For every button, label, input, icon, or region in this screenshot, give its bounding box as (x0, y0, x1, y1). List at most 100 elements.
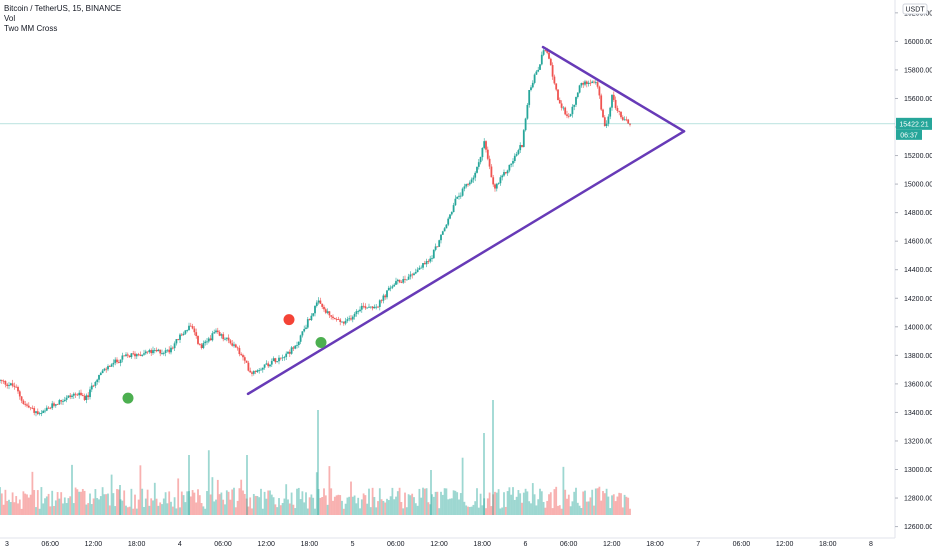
candle-body (364, 306, 367, 309)
volume-bar (45, 496, 48, 515)
volume-bar (468, 506, 471, 515)
candle-body (297, 341, 300, 346)
candle-body (234, 344, 237, 348)
volume-bar (188, 455, 190, 515)
volume-bar (125, 505, 127, 515)
candle-body (522, 130, 525, 147)
candle-body (573, 104, 576, 107)
candle-body (125, 354, 127, 356)
candle-body (468, 182, 471, 185)
volume-bar (117, 489, 120, 515)
countdown-value: 06:37 (900, 132, 918, 139)
candle-body (13, 385, 16, 387)
volume-bar (591, 489, 594, 515)
candle-body (625, 119, 628, 121)
candle-body (310, 315, 313, 321)
candle-body (623, 119, 626, 121)
volume-bar (31, 471, 34, 515)
candle-body (551, 65, 554, 77)
volume-bar (281, 503, 284, 515)
volume-bar (290, 492, 293, 515)
symbol-title[interactable]: Bitcoin / TetherUS, 15, BINANCE (4, 4, 122, 13)
candle-body (553, 76, 556, 84)
candle-body (9, 383, 12, 386)
candle-body (319, 300, 322, 304)
price-tick-label: 14000.00 (904, 324, 932, 331)
candle-body (558, 99, 561, 104)
volume-bar (198, 495, 201, 515)
volume-bar (566, 498, 568, 515)
candle-body (242, 355, 244, 358)
volume-bar (607, 496, 610, 515)
buy-signal-marker (122, 392, 134, 404)
volume-bar (378, 488, 381, 515)
volume-bar (209, 494, 212, 515)
candle-body (431, 258, 433, 260)
candle-body (567, 115, 570, 117)
candle-body (188, 325, 190, 331)
volume-bar (555, 486, 558, 515)
volume-bar (602, 491, 604, 515)
vol-indicator-label[interactable]: Vol (4, 14, 16, 23)
candle-body (27, 405, 30, 408)
candle-body (562, 107, 565, 109)
candle-body (530, 87, 532, 90)
currency-box (902, 3, 928, 15)
candle-body (189, 325, 192, 327)
volume-bar (522, 492, 525, 515)
candle-body (213, 332, 216, 334)
price-tick-label: 14800.00 (904, 210, 932, 217)
volume-bar (578, 505, 581, 515)
volume-bar (539, 488, 541, 515)
candle-body (576, 92, 579, 98)
candle-body (441, 231, 444, 235)
candle-body (351, 316, 354, 320)
volume-bar (76, 489, 79, 515)
candle-body (245, 360, 248, 363)
candle-body (317, 300, 320, 303)
volume-bar (519, 493, 522, 515)
volume-bar (297, 487, 300, 515)
candle-body (571, 106, 574, 115)
volume-bar (292, 504, 295, 515)
candle-body (121, 355, 124, 360)
candle-body (67, 395, 70, 398)
volume-bar (351, 496, 354, 515)
candle-body (110, 364, 113, 367)
two-mm-cross-label[interactable]: Two MM Cross (4, 24, 58, 33)
volume-bar (454, 490, 457, 515)
volume-bar (587, 501, 590, 515)
candle-body (341, 321, 343, 323)
volume-bar (429, 504, 432, 515)
volume-bar (524, 488, 527, 515)
candle-body (101, 370, 104, 374)
candle-body (87, 395, 90, 398)
candle-body (404, 279, 406, 280)
candle-body (76, 394, 79, 396)
volume-bar (333, 496, 336, 515)
candle-body (544, 50, 547, 52)
candle-body (560, 103, 563, 108)
candle-body (54, 404, 57, 406)
candle-body (483, 141, 486, 148)
volume-bar (549, 492, 552, 515)
candle-body (301, 331, 304, 336)
volume-bar (396, 491, 399, 515)
candle-body (432, 249, 435, 259)
volume-bar (400, 502, 403, 515)
volume-bar (409, 495, 412, 515)
volume-bar (143, 506, 145, 515)
candle-body (508, 164, 511, 171)
volume-bar (546, 500, 549, 515)
candle-body (603, 117, 606, 127)
candle-body (220, 334, 223, 336)
candle-body (371, 306, 374, 309)
volume-bar (179, 507, 181, 515)
volume-bar (83, 490, 86, 515)
volume-bar (265, 498, 268, 515)
volume-bar (184, 502, 187, 515)
candle-body (569, 114, 572, 117)
volume-bar (465, 505, 468, 515)
volume-bar (213, 501, 216, 515)
